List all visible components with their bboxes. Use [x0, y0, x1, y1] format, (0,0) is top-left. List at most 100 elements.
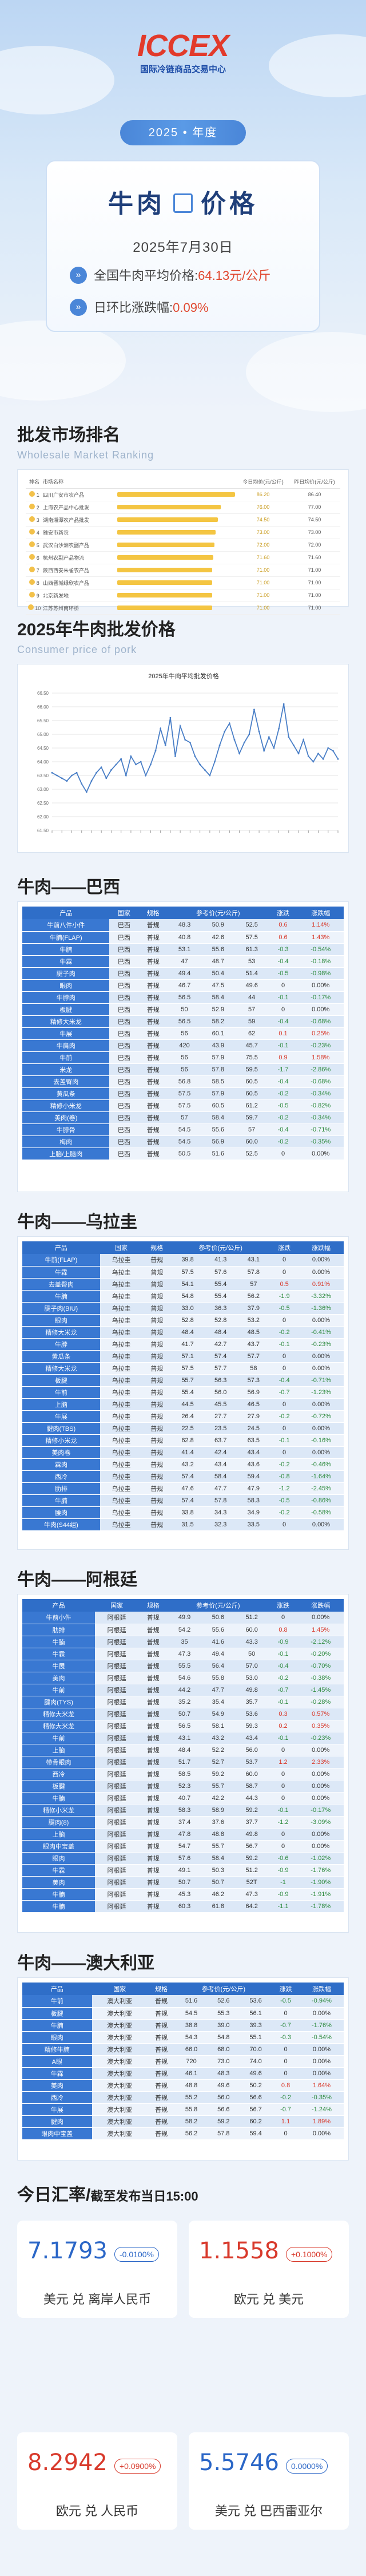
- data-point: [297, 753, 300, 754]
- price-high: 56.9: [237, 1386, 270, 1399]
- table-row: 肋排 阿根廷 普规 54.2 55.6 60.0 0.8 1.45%: [22, 1624, 344, 1636]
- change-pct: -0.34%: [297, 1087, 344, 1100]
- change: 0: [268, 979, 298, 992]
- column-header: 涨跌幅: [297, 907, 344, 919]
- product-name: 牛前: [22, 1732, 96, 1744]
- change-pct: 0.00%: [299, 1362, 344, 1375]
- data-point: [150, 763, 152, 766]
- table-row: 牛霖 乌拉圭 普规 57.5 57.6 57.8 0 0.00%: [22, 1266, 344, 1279]
- column-header: 涨跌幅: [299, 1983, 344, 1995]
- rank-medal-icon: [29, 541, 35, 547]
- price-low: 56.5: [168, 1720, 201, 1732]
- table-row: 梅肉 巴西 普规 54.5 56.9 60.0 -0.2 -0.35%: [22, 1135, 344, 1148]
- spec: 普规: [138, 1804, 168, 1817]
- rank-number: 9: [36, 593, 39, 599]
- price-mid: 58.4: [201, 991, 235, 1004]
- price-high: 56.7: [239, 2103, 272, 2116]
- table-row: 牛前 阿根廷 普规 43.1 43.2 43.4 -0.1 -0.23%: [22, 1732, 344, 1744]
- table-row: A眼 澳大利亚 普规 720 73.0 74.0 0 0.00%: [22, 2055, 344, 2068]
- price-low: 35: [168, 1636, 201, 1648]
- price-high: 51.4: [234, 967, 269, 980]
- country: 阿根廷: [95, 1792, 139, 1805]
- change-pct: 0.00%: [299, 2055, 344, 2068]
- change-pct: -0.35%: [297, 1135, 344, 1148]
- data-point: [228, 722, 230, 725]
- price-high: 59.5: [234, 1063, 269, 1076]
- price-high: 56.0: [234, 1744, 269, 1756]
- price-mid: 48.7: [201, 955, 235, 968]
- change: 0.8: [268, 1624, 298, 1636]
- change: -0.1: [268, 991, 298, 1004]
- change-pct: 0.00%: [297, 979, 344, 992]
- price-high: 60.0: [234, 1624, 269, 1636]
- country: 阿根廷: [95, 1828, 139, 1841]
- price-low: 56.8: [168, 1075, 201, 1088]
- product-name: 上脑: [22, 1398, 100, 1411]
- y-tick-label: 65.50: [37, 718, 49, 723]
- product-name: 精修小米龙: [22, 1804, 96, 1817]
- spec: 普规: [138, 1828, 168, 1841]
- price-high: 53.6: [239, 1995, 272, 2008]
- market-name: 陕西西安朱雀农产品: [43, 564, 117, 577]
- price-high: 63.5: [237, 1434, 270, 1447]
- column-header: 参考价(元/公斤): [168, 1599, 269, 1612]
- spec: 普规: [147, 1995, 176, 2008]
- spec: 普规: [138, 1015, 168, 1028]
- country: 阿根廷: [95, 1756, 139, 1768]
- price-low: 57.1: [171, 1350, 204, 1363]
- data-point: [184, 739, 186, 741]
- price-high: 57.0: [234, 1660, 269, 1672]
- change-pct: -0.34%: [297, 1111, 344, 1124]
- table-row: 牛腩 澳大利亚 普规 38.8 39.0 39.3 -0.7 -1.76%: [22, 2019, 344, 2032]
- yesterday-price: 71.60: [289, 551, 340, 564]
- data-point: [56, 774, 58, 777]
- price-low: 58.2: [175, 2115, 208, 2128]
- change: 0.5: [270, 1278, 299, 1291]
- rank-bar: [117, 492, 235, 497]
- change-pct: 0.00%: [297, 1147, 344, 1160]
- price-mid: 58.2: [201, 1015, 235, 1028]
- fx-heading: 今日汇率/截至发布当日15:00: [17, 2186, 198, 2205]
- rank-medal-icon: [29, 516, 35, 522]
- rank-bar: [117, 543, 215, 547]
- data-point: [327, 747, 329, 749]
- price-low: 43.1: [168, 1732, 201, 1744]
- table-row: 精修大米龙 乌拉圭 普规 48.4 48.4 48.5 -0.2 -0.41%: [22, 1326, 344, 1339]
- product-name: 美肉: [22, 1876, 96, 1889]
- table-row: 牛展 乌拉圭 普规 26.4 27.7 27.9 -0.2 -0.72%: [22, 1410, 344, 1423]
- price-high: 52.5: [234, 1147, 269, 1160]
- country: 澳大利亚: [92, 1995, 148, 2008]
- product-name: 精修大米龙: [22, 1708, 96, 1720]
- price-heading: 2025年牛肉批发价格 Consumer price of pork: [17, 620, 176, 655]
- product-name: 眼肉: [22, 1852, 96, 1865]
- price-mid: 50.6: [201, 1612, 235, 1624]
- price-low: 57.5: [171, 1362, 204, 1375]
- decor-box-icon: [173, 193, 193, 213]
- market-name: 江苏苏州南环桥: [43, 602, 117, 615]
- data-point: [218, 744, 221, 746]
- table-row: 牛腩 阿根廷 普规 60.3 61.8 64.2 -1.1 -1.78%: [22, 1900, 344, 1913]
- price-mid: 57.8: [201, 1063, 235, 1076]
- spec: 普规: [142, 1398, 172, 1411]
- market-name: 四川广安市农产品: [43, 488, 117, 501]
- change: -0.7: [270, 1386, 299, 1399]
- change: -0.4: [270, 1374, 299, 1387]
- price-high: 59: [234, 1015, 269, 1028]
- country: 乌拉圭: [100, 1422, 143, 1435]
- data-point: [273, 747, 275, 749]
- arrow-icon: »: [70, 267, 87, 284]
- price-high: 37.7: [234, 1816, 269, 1829]
- country: 乌拉圭: [100, 1518, 143, 1531]
- product-name: 米龙: [22, 1063, 110, 1076]
- table-row: 腱子肉(BIU) 乌拉圭 普规 33.0 36.3 37.9 -0.5 -1.36%: [22, 1302, 344, 1315]
- ranking-row: 1 四川广安市农产品 86.20 86.40: [26, 488, 340, 501]
- price-low: 41.7: [171, 1338, 204, 1351]
- country: 巴西: [109, 1003, 139, 1016]
- country: 阿根廷: [95, 1624, 139, 1636]
- price-high: 57: [237, 1278, 270, 1291]
- y-tick-label: 65.00: [37, 732, 49, 737]
- product-name: 黄瓜条: [22, 1087, 110, 1100]
- price-mid: 23.5: [204, 1422, 237, 1435]
- spec: 普规: [142, 1266, 172, 1279]
- market-name: 山西晋城绿欣农产品: [43, 576, 117, 589]
